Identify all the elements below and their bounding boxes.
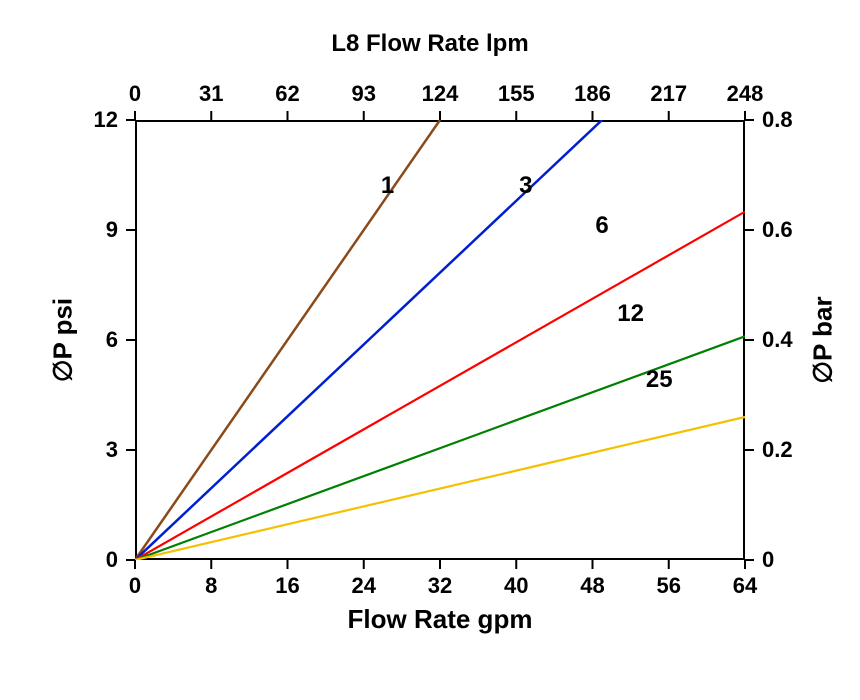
series-label-12: 12	[617, 300, 644, 328]
x-bottom-tick-label: 16	[275, 573, 299, 599]
y-right-tick-label: 0.4	[762, 327, 793, 353]
x-top-tick-label: 0	[129, 81, 141, 107]
x-bottom-tick-label: 40	[504, 573, 528, 599]
series-label-25: 25	[646, 366, 673, 394]
x-bottom-tick-label: 48	[580, 573, 604, 599]
x-top-tick-label: 248	[727, 81, 764, 107]
x-bottom-tick-label: 32	[428, 573, 452, 599]
x-bottom-tick-label: 8	[205, 573, 217, 599]
y-right-tick-label: 0.8	[762, 107, 793, 133]
x-top-tick-label: 217	[650, 81, 687, 107]
x-bottom-title: Flow Rate gpm	[348, 604, 533, 635]
x-top-tick-label: 124	[422, 81, 459, 107]
x-bottom-tick-label: 24	[352, 573, 376, 599]
x-bottom-tick-label: 64	[733, 573, 757, 599]
x-top-tick-label: 155	[498, 81, 535, 107]
series-label-1: 1	[381, 172, 394, 200]
y-left-tick-label: 6	[106, 327, 118, 353]
y-left-title: ∅P psi	[48, 298, 79, 382]
pressure-flow-chart: L8 Flow Rate lpm0816243240485664Flow Rat…	[0, 0, 860, 700]
x-top-tick-label: 93	[352, 81, 376, 107]
x-top-tick-label: 62	[275, 81, 299, 107]
series-line-25	[135, 417, 745, 560]
y-left-tick-label: 3	[106, 437, 118, 463]
series-label-6: 6	[595, 212, 608, 240]
y-right-title: ∅P bar	[808, 296, 839, 383]
x-top-tick-label: 31	[199, 81, 223, 107]
y-left-tick-label: 9	[106, 217, 118, 243]
y-left-tick-label: 12	[94, 107, 118, 133]
y-right-tick-label: 0.6	[762, 217, 793, 243]
x-bottom-tick-label: 56	[657, 573, 681, 599]
y-right-tick-label: 0	[762, 547, 774, 573]
x-bottom-tick-label: 0	[129, 573, 141, 599]
y-right-tick-label: 0.2	[762, 437, 793, 463]
y-left-tick-label: 0	[106, 547, 118, 573]
x-top-tick-label: 186	[574, 81, 611, 107]
series-label-3: 3	[519, 172, 532, 200]
chart-title-top: L8 Flow Rate lpm	[331, 30, 528, 58]
